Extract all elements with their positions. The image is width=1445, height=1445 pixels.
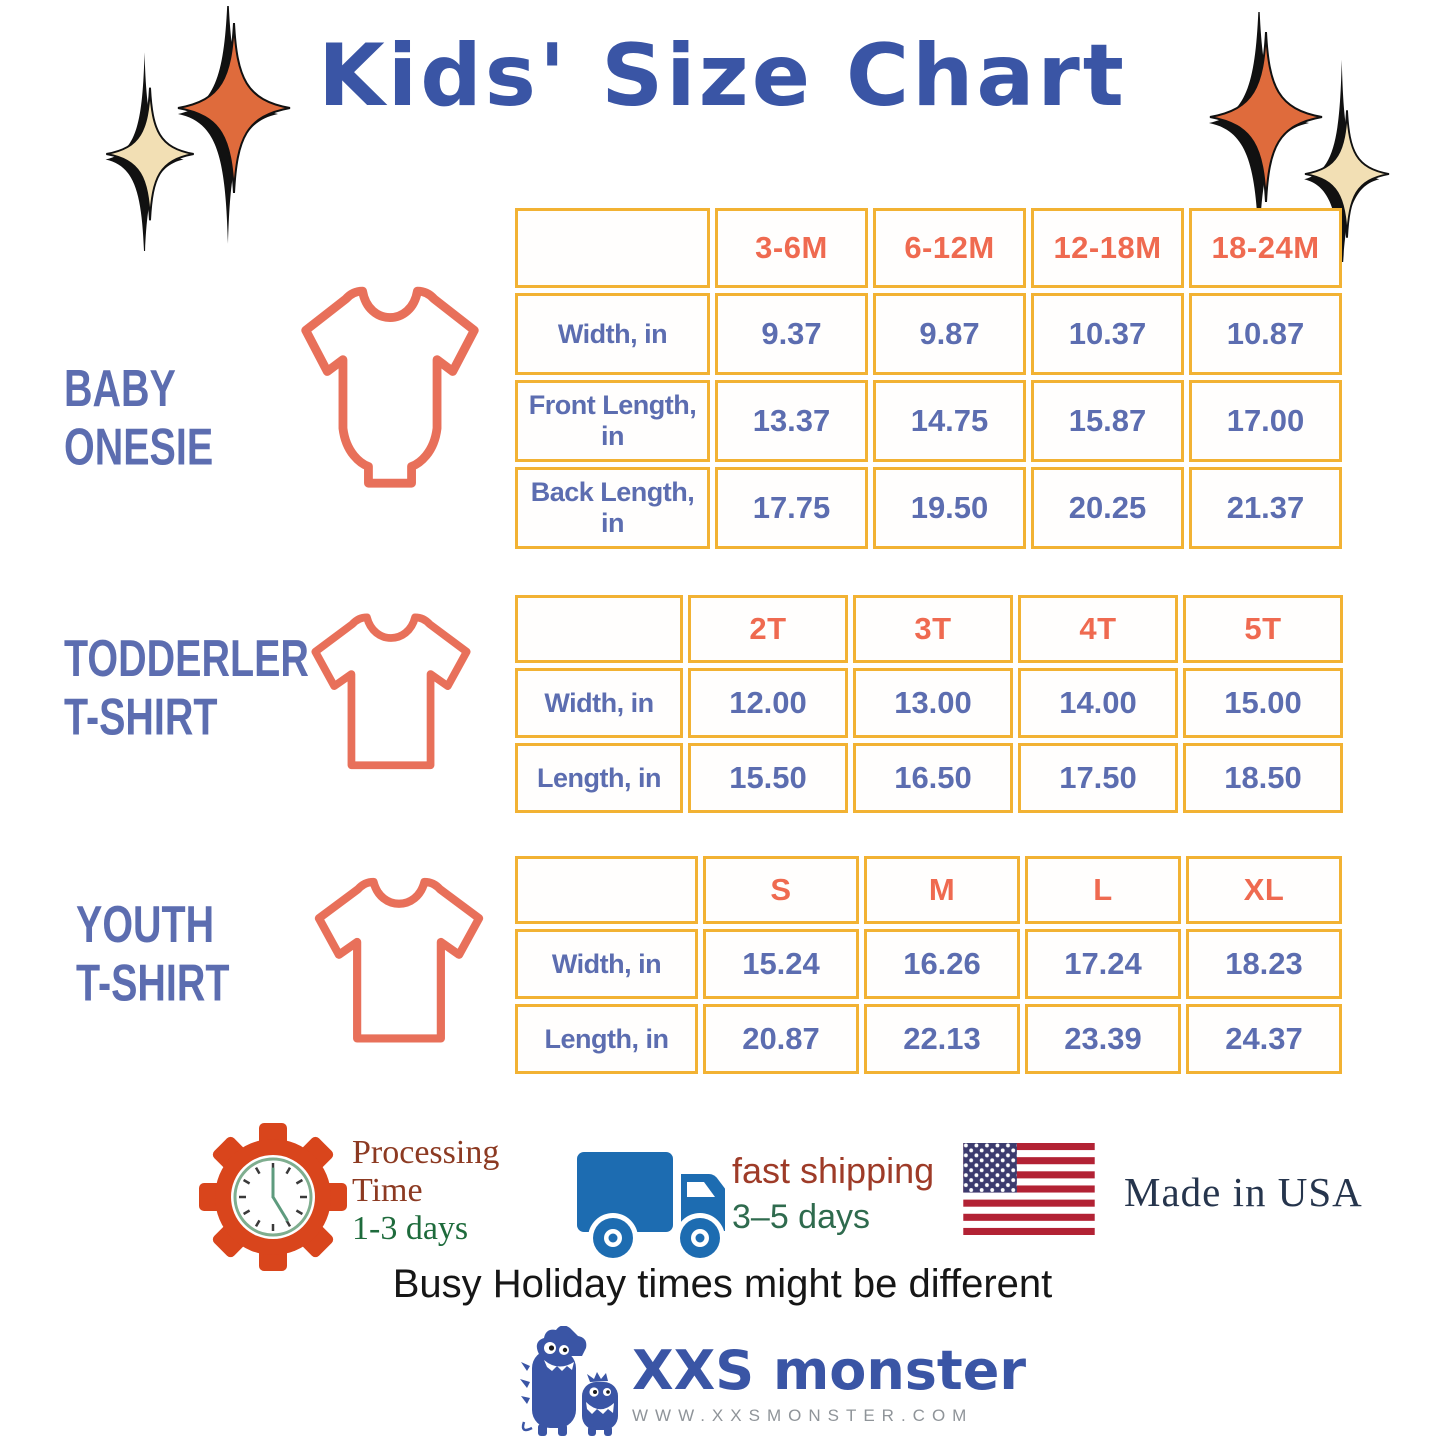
- youth-tshirt-size-table: S M L XL Width, in 15.24 16.26 17.24 18.…: [510, 851, 1347, 1079]
- table-col-header: XL: [1186, 856, 1342, 924]
- table-row-label: Length, in: [515, 1004, 698, 1074]
- table-col-header: 3-6M: [715, 208, 868, 288]
- table-col-header: 5T: [1183, 595, 1343, 663]
- table-col-header: L: [1025, 856, 1181, 924]
- brand-website: WWW.XXSMONSTER.COM: [632, 1406, 974, 1425]
- table-row-label: Back Length, in: [515, 467, 710, 549]
- page-title: Kids' Size Chart: [318, 26, 1127, 126]
- cell-value: 14.00: [1018, 668, 1178, 738]
- table-row-label: Width, in: [515, 929, 698, 999]
- cell-value: 14.75: [873, 380, 1026, 462]
- cell-value: 15.24: [703, 929, 859, 999]
- table-row-label: Length, in: [515, 743, 683, 813]
- table-row-label: Width, in: [515, 668, 683, 738]
- cell-value: 17.00: [1189, 380, 1342, 462]
- truck-icon: [577, 1152, 725, 1263]
- cell-value: 17.24: [1025, 929, 1181, 999]
- table-row-label: Width, in: [515, 293, 710, 375]
- section-label-baby-onesie: BABY ONESIE: [64, 358, 214, 476]
- cell-value: 12.00: [688, 668, 848, 738]
- table-col-header: 2T: [688, 595, 848, 663]
- cell-value: 18.23: [1186, 929, 1342, 999]
- table-col-header: M: [864, 856, 1020, 924]
- cell-value: 17.50: [1018, 743, 1178, 813]
- usa-flag-icon: [963, 1143, 1095, 1235]
- processing-time-text: Processing Time 1-3 days: [352, 1134, 500, 1248]
- brand-block: XXS monster WWW.XXSMONSTER.COM: [632, 1344, 1026, 1426]
- cell-value: 10.87: [1189, 293, 1342, 375]
- made-in-usa-text: Made in USA: [1124, 1169, 1363, 1215]
- fast-shipping-text: fast shipping 3–5 days: [732, 1150, 935, 1236]
- cell-value: 13.00: [853, 668, 1013, 738]
- section-label-toddler-tshirt: TODDERLER T-SHIRT: [64, 628, 309, 746]
- cell-value: 10.37: [1031, 293, 1184, 375]
- cell-value: 15.50: [688, 743, 848, 813]
- table-row-label: Front Length, in: [515, 380, 710, 462]
- section-label-youth-tshirt: YOUTH T-SHIRT: [76, 894, 230, 1012]
- table-col-header: S: [703, 856, 859, 924]
- cell-value: 18.50: [1183, 743, 1343, 813]
- gear-clock-icon: [199, 1123, 347, 1271]
- cell-value: 20.25: [1031, 467, 1184, 549]
- table-col-header: 4T: [1018, 595, 1178, 663]
- cell-value: 21.37: [1189, 467, 1342, 549]
- cell-value: 16.26: [864, 929, 1020, 999]
- table-col-header: 3T: [853, 595, 1013, 663]
- cell-value: 9.37: [715, 293, 868, 375]
- table-col-header: 18-24M: [1189, 208, 1342, 288]
- cell-value: 19.50: [873, 467, 1026, 549]
- cell-value: 9.87: [873, 293, 1026, 375]
- table-col-header: 12-18M: [1031, 208, 1184, 288]
- onesie-outline-icon: [301, 286, 479, 488]
- monster-mascot-icon: [520, 1326, 618, 1436]
- tshirt-outline-icon: [314, 877, 484, 1043]
- cell-value: 22.13: [864, 1004, 1020, 1074]
- cell-value: 20.87: [703, 1004, 859, 1074]
- cell-value: 13.37: [715, 380, 868, 462]
- cell-value: 15.00: [1183, 668, 1343, 738]
- table-col-header: 6-12M: [873, 208, 1026, 288]
- cell-value: 16.50: [853, 743, 1013, 813]
- holiday-notice: Busy Holiday times might be different: [392, 1262, 1053, 1306]
- tshirt-outline-icon: [311, 613, 471, 770]
- baby-onesie-size-table: 3-6M 6-12M 12-18M 18-24M Width, in 9.37 …: [510, 203, 1347, 554]
- toddler-tshirt-size-table: 2T 3T 4T 5T Width, in 12.00 13.00 14.00 …: [510, 590, 1348, 818]
- cell-value: 17.75: [715, 467, 868, 549]
- brand-name: XXS monster: [632, 1339, 1026, 1402]
- cell-value: 15.87: [1031, 380, 1184, 462]
- cell-value: 24.37: [1186, 1004, 1342, 1074]
- cell-value: 23.39: [1025, 1004, 1181, 1074]
